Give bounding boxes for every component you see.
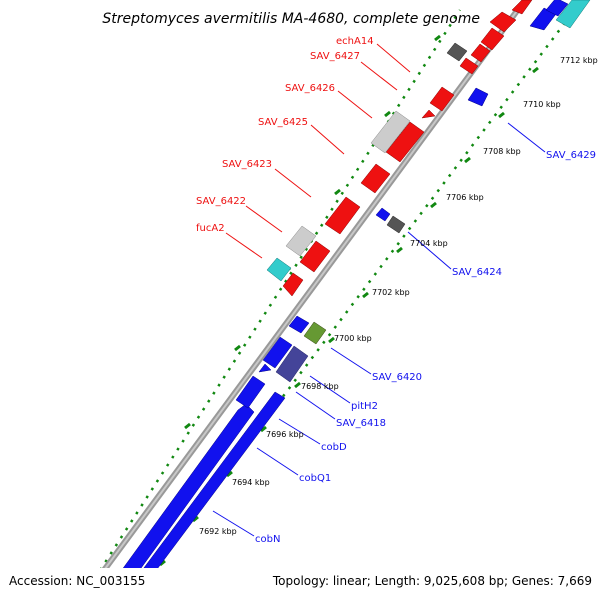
gene-SAV_6422-pseudo[interactable] <box>285 225 317 257</box>
reverse-gene-labels: SAV_6429 SAV_6424 SAV_6420 pitH2 SAV_641… <box>255 150 596 545</box>
gene-label-SAV_6418[interactable]: SAV_6418 <box>336 418 386 429</box>
gene-top-rna[interactable] <box>555 0 591 29</box>
lower-tick-marks <box>159 66 539 567</box>
gene-olive[interactable] <box>303 321 327 345</box>
gene-label-SAV_6422[interactable]: SAV_6422 <box>196 196 246 207</box>
tick-label: 7706 kbp <box>446 193 484 202</box>
tick-labels: 7690 kbp 7692 kbp 7694 kbp 7696 kbp 7698… <box>166 56 598 585</box>
tick-label: 7704 kbp <box>410 239 448 248</box>
tick-label: 7696 kbp <box>266 430 304 439</box>
tick-label: 7700 kbp <box>334 334 372 343</box>
reverse-strand-genes <box>100 0 591 600</box>
gene-cobQ1[interactable] <box>100 403 255 600</box>
gene-SAV_6418[interactable] <box>262 336 293 369</box>
gene-label-SAV_6423[interactable]: SAV_6423 <box>222 159 272 170</box>
gene-cobN[interactable] <box>120 391 286 600</box>
gene-SAV_6426[interactable] <box>385 121 425 163</box>
gene-top-fwd-2[interactable] <box>470 43 491 63</box>
forward-gene-labels: echA14 SAV_6427 SAV_6426 SAV_6425 SAV_64… <box>196 36 374 234</box>
tick-label: 7708 kbp <box>483 147 521 156</box>
tick-label: 7710 kbp <box>523 100 561 109</box>
forward-strand-genes <box>266 0 533 297</box>
gene-top-fwd-4[interactable] <box>489 11 517 33</box>
gene-small-rev[interactable] <box>258 363 272 373</box>
gene-SAV_6423[interactable] <box>324 196 361 235</box>
gene-label-echA14[interactable]: echA14 <box>336 36 374 47</box>
upper-guide-line <box>100 9 462 568</box>
gene-pitH2[interactable] <box>275 345 309 383</box>
tick-label: 7690 kbp <box>166 576 204 585</box>
gene-SAV_6425[interactable] <box>360 163 391 194</box>
gene-fucA2[interactable] <box>282 272 304 297</box>
gene-SAV_6427[interactable] <box>421 109 436 119</box>
gene-label-cobD[interactable]: cobD <box>321 442 347 453</box>
map-title: Streptomyces avermitilis MA-4680, comple… <box>102 11 480 27</box>
reverse-leader-lines <box>212 122 546 537</box>
forward-leader-lines <box>225 43 411 259</box>
gene-label-SAV_6429[interactable]: SAV_6429 <box>546 150 596 161</box>
accession-text: Accession: NC_003155 <box>9 574 146 588</box>
gene-top-rev-2[interactable] <box>545 0 569 17</box>
tick-label: 7702 kbp <box>372 288 410 297</box>
tick-label: 7698 kbp <box>301 382 339 391</box>
gene-SAV_6420[interactable] <box>288 315 310 334</box>
gene-top-fwd-3[interactable] <box>480 27 505 51</box>
gene-label-SAV_6426[interactable]: SAV_6426 <box>285 83 335 94</box>
gene-grey-small[interactable] <box>386 215 406 234</box>
gene-fucA2-rna[interactable] <box>266 257 292 282</box>
gene-cobD[interactable] <box>235 375 266 409</box>
gene-label-SAV_6427[interactable]: SAV_6427 <box>310 51 360 62</box>
gene-label-pitH2[interactable]: pitH2 <box>351 401 378 412</box>
gene-label-cobN[interactable]: cobN <box>255 534 280 545</box>
gene-echA14[interactable] <box>429 86 455 112</box>
tick-label: 7692 kbp <box>199 527 237 536</box>
gene-SAV_6422[interactable] <box>299 240 331 273</box>
gene-SAV_6426-pseudo[interactable] <box>370 110 411 154</box>
gene-SAV_6424[interactable] <box>375 207 391 222</box>
gene-label-fucA2[interactable]: fucA2 <box>196 223 225 234</box>
gene-SAV_6429[interactable] <box>467 87 489 107</box>
gene-label-SAV_6420[interactable]: SAV_6420 <box>372 372 422 383</box>
gene-grey-top[interactable] <box>446 42 468 62</box>
gene-label-SAV_6425[interactable]: SAV_6425 <box>258 117 308 128</box>
topology-text: Topology: linear; Length: 9,025,608 bp; … <box>272 574 592 588</box>
gene-label-cobQ1[interactable]: cobQ1 <box>299 473 331 484</box>
tick-label: 7712 kbp <box>560 56 598 65</box>
backbone-inner <box>104 0 526 568</box>
tick-label: 7694 kbp <box>232 478 270 487</box>
gene-label-SAV_6424[interactable]: SAV_6424 <box>452 267 502 278</box>
gene-top-fwd-1[interactable] <box>459 57 479 75</box>
gene-top-fwd-5[interactable] <box>511 0 533 15</box>
